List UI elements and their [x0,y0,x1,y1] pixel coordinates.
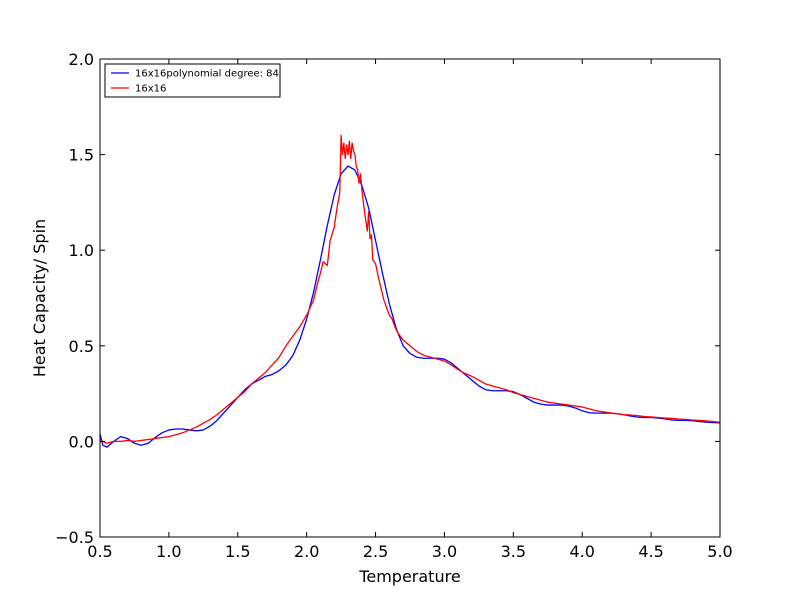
x-tick-label: 1.0 [156,542,181,561]
y-tick-label: −0.5 [55,528,94,547]
x-tick-label: 3.5 [501,542,526,561]
x-tick-label: 2.5 [363,542,388,561]
x-tick-label: 0.5 [87,542,112,561]
legend-entry-label: 16x16 [135,84,166,95]
ticks-layer: 0.5 1.0 1.5 2.0 2.5 3.0 3.5 4.0 4.5 5.0 −0.5 0.0 0.5… [55,50,733,561]
x-tick-label: 4.0 [569,542,594,561]
x-tick-label: 1.5 [225,542,250,561]
legend-box [104,63,281,98]
series-line-simulation [99,134,721,444]
x-tick-label: 2.0 [294,542,319,561]
plot-area-frame [99,58,721,538]
y-tick-label: 0.5 [69,337,94,356]
series-layer [99,134,721,448]
x-axis-label: Temperature [358,567,460,586]
x-tick-label: 4.5 [638,542,663,561]
y-tick-label: 0.0 [69,432,94,451]
y-axis-label: Heat Capacity/ Spin [30,219,49,377]
x-tick-label: 3.0 [432,542,457,561]
y-tick-label: 1.5 [69,146,94,165]
legend: 16x16polynomial degree: 84 16x16 [104,63,281,98]
y-tick-label: 1.0 [69,241,94,260]
y-tick-label: 2.0 [69,50,94,69]
x-tick-label: 5.0 [707,542,732,561]
legend-entry-label: 16x16polynomial degree: 84 [135,69,279,80]
